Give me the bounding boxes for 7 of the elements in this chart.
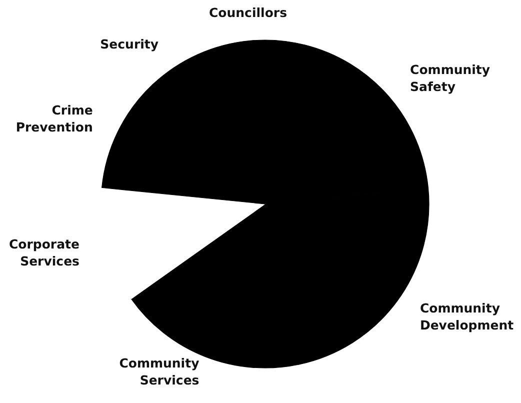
slice-label: Community Safety [410,62,490,94]
slice-label: Corporate Services [8,236,80,269]
slice-label: Community Development [420,300,514,333]
slice-label: Security [100,36,159,52]
slice-label: Councillors [209,4,288,20]
slice-label: Community Services [119,355,200,388]
slice-label: Crime Prevention [16,102,93,135]
